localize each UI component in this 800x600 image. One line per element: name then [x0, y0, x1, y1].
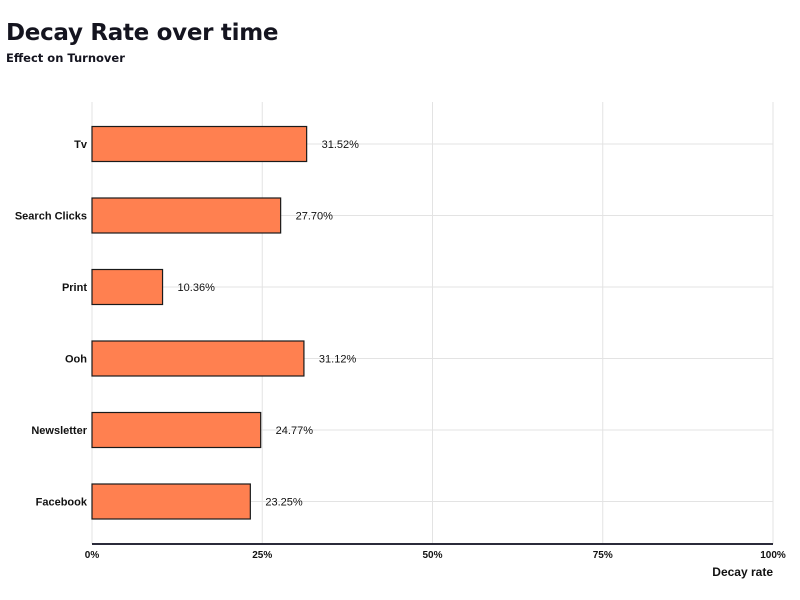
category-label: Tv: [74, 139, 88, 151]
chart-subtitle: Effect on Turnover: [6, 51, 125, 65]
x-axis-title: Decay rate: [712, 565, 773, 579]
bar-facebook: [91, 483, 251, 520]
value-label: 31.52%: [322, 139, 360, 151]
category-label: Print: [62, 282, 87, 294]
chart-title: Decay Rate over time: [6, 20, 279, 46]
bar-print: [91, 268, 164, 306]
bar-tv: [91, 125, 308, 163]
x-tick-label: 100%: [760, 550, 786, 561]
x-tick-label: 75%: [593, 550, 613, 561]
x-tick-label: 0%: [85, 550, 100, 561]
value-label: 31.12%: [319, 354, 357, 366]
value-label: 24.77%: [276, 425, 314, 437]
value-label: 23.25%: [265, 497, 303, 509]
x-tick-label: 25%: [252, 550, 272, 561]
value-label: 27.70%: [296, 211, 334, 223]
value-label: 10.36%: [178, 282, 216, 294]
bar-search-clicks: [91, 197, 282, 234]
category-label: Newsletter: [31, 425, 87, 437]
category-label: Facebook: [36, 497, 88, 509]
category-label: Ooh: [65, 354, 87, 366]
category-label: Search Clicks: [15, 211, 87, 223]
x-tick-label: 50%: [422, 550, 442, 561]
bar-newsletter: [91, 411, 262, 449]
bar-ooh: [91, 340, 305, 377]
